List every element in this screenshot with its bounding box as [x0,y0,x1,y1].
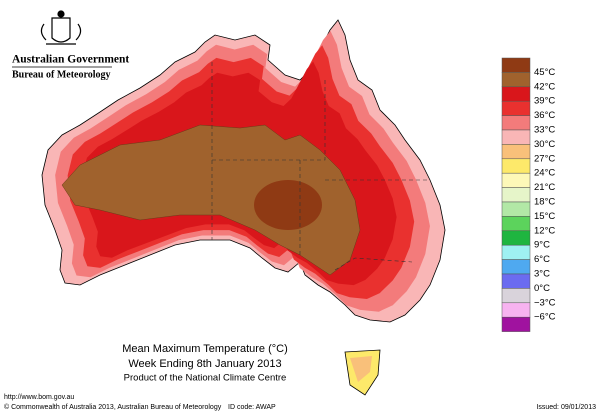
zone-45 [61,124,361,276]
legend-swatch [501,172,531,188]
legend-swatch [501,316,531,332]
legend-label: 21°C [534,182,555,193]
state-borders [211,62,430,271]
legend-label: 36°C [534,110,555,121]
legend-swatch [501,115,531,131]
legend-swatch [501,216,531,232]
map-product: Product of the National Climate Centre [124,373,287,384]
legend-swatch [501,244,531,260]
bureau: Bureau of Meteorology [12,69,111,80]
legend-swatch [501,100,531,116]
tasmania-zone [350,356,372,382]
legend-swatch [501,129,531,145]
legend-label: 0°C [534,283,550,294]
legend-label: −6°C [534,312,556,323]
legend-label: 18°C [534,197,555,208]
legend-label: 33°C [534,125,555,136]
legend-swatch [501,187,531,203]
hot-core [254,180,322,230]
legend-swatch [501,72,531,88]
map-title: Mean Maximum Temperature (°C) [122,343,288,355]
legend-swatch [501,273,531,289]
legend-label: 27°C [534,153,555,164]
legend-swatch [501,230,531,246]
legend-label: −3°C [534,297,556,308]
legend-label: 9°C [534,240,550,251]
temperature-map [41,19,446,396]
legend-label: 6°C [534,254,550,265]
legend-label: 3°C [534,269,550,280]
id-code: ID code: AWAP [228,404,276,411]
crest [40,10,82,45]
legend-label: 24°C [534,168,555,179]
map-period: Week Ending 8th January 2013 [128,358,281,370]
legend-swatch [501,259,531,275]
legend-swatch [501,57,531,73]
legend-label: 15°C [534,211,555,222]
legend-label: 42°C [534,81,555,92]
legend-swatch [501,86,531,102]
legend-swatch [501,201,531,217]
legend-swatch [501,158,531,174]
legend-swatch [501,302,531,318]
issued: Issued: 09/01/2013 [536,404,596,411]
legend-swatch [501,144,531,160]
legend-label: 39°C [534,96,555,107]
legend-label: 30°C [534,139,555,150]
legend: 45°C 42°C 39°C 36°C 33°C 30°C 27°C 24°C 21°C 18°C… [501,57,556,332]
legend-label: 45°C [534,67,555,78]
agency: Australian Government [12,54,129,66]
url: http://www.bom.gov.au [4,394,74,401]
copyright: © Commonwealth of Australia 2013, Austra… [4,403,222,411]
legend-swatch [501,288,531,304]
legend-label: 12°C [534,225,555,236]
